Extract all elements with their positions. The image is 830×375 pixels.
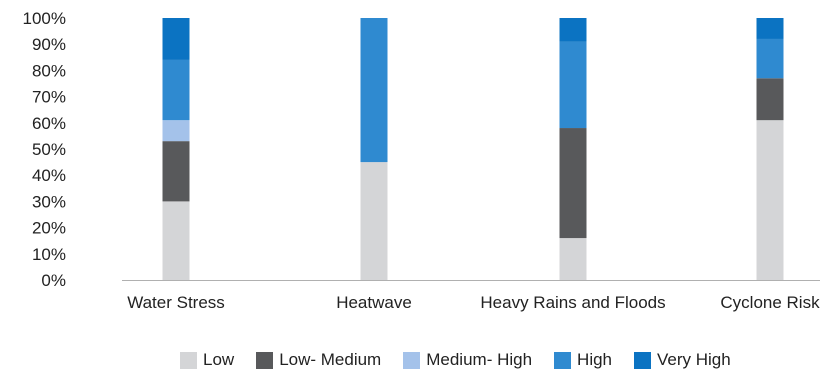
bar-segment	[756, 38, 784, 79]
legend-swatch	[180, 351, 197, 369]
y-tick-label: 40%	[32, 166, 66, 185]
legend-item: High	[554, 350, 612, 370]
legend-item: Low	[180, 350, 234, 370]
legend-swatch	[634, 351, 652, 369]
legend-item: Very High	[634, 350, 731, 370]
y-tick-label: 20%	[32, 219, 66, 238]
y-tick-label: 100%	[23, 9, 66, 28]
y-tick-label: 10%	[32, 245, 66, 264]
x-tick-label: Heavy Rains and Floods	[480, 293, 665, 312]
bar-segment	[162, 18, 190, 60]
x-tick-label: Cyclone Risk	[720, 293, 820, 312]
bars	[162, 18, 784, 281]
bar-segment	[162, 201, 190, 280]
bar-segment	[162, 59, 190, 121]
bar-segment	[162, 141, 190, 202]
bar-segment	[756, 78, 784, 121]
bar-segment	[162, 120, 190, 142]
legend: Low Low- Medium Medium- High High Very High	[180, 350, 731, 370]
bar-segment	[360, 162, 388, 280]
bar-segment	[559, 238, 587, 280]
bar-segment	[360, 18, 388, 163]
y-axis-ticks: 0% 10% 20% 30% 40% 50% 60% 70% 80% 90% 100%	[23, 9, 66, 290]
bar-segment	[756, 18, 784, 39]
y-tick-label: 90%	[32, 35, 66, 54]
legend-label: Low- Medium	[279, 350, 382, 369]
legend-label: Medium- High	[426, 350, 533, 369]
bar-segment	[559, 41, 587, 129]
legend-swatch	[403, 351, 421, 369]
legend-label: High	[577, 350, 613, 369]
legend-label: Low	[203, 350, 235, 369]
legend-swatch	[256, 351, 274, 369]
legend-label: Very High	[657, 350, 731, 369]
y-tick-label: 30%	[32, 192, 66, 211]
y-tick-label: 80%	[32, 61, 66, 80]
y-tick-label: 50%	[32, 140, 66, 159]
bar-segment	[756, 120, 784, 281]
y-tick-label: 70%	[32, 88, 66, 107]
legend-swatch	[554, 351, 572, 369]
x-axis-labels: Water Stress Heatwave Heavy Rains and Floo…	[127, 293, 820, 312]
bar-segment	[559, 18, 587, 42]
x-tick-label: Water Stress	[127, 293, 225, 312]
y-tick-label: 60%	[32, 114, 66, 133]
chart: 0% 10% 20% 30% 40% 50% 60% 70% 80% 90% 100% Water …	[23, 9, 821, 312]
y-tick-label: 0%	[41, 271, 66, 290]
legend-item: Medium- High	[403, 350, 532, 370]
bar-segment	[559, 128, 587, 239]
x-tick-label: Heatwave	[336, 293, 412, 312]
legend-item: Low- Medium	[256, 350, 381, 370]
